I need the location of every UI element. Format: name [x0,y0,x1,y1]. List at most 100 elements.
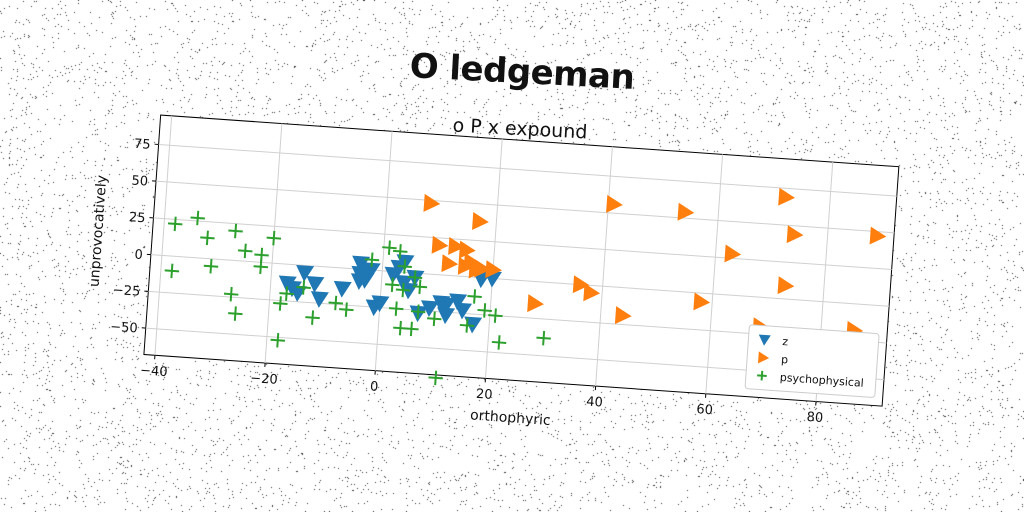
data-point-psychophysical [270,332,286,348]
plus-v [209,258,213,274]
data-point-p [724,244,742,263]
plus-v [398,244,402,259]
data-point-p [572,275,590,294]
plus-v [285,286,289,301]
plus-v [465,318,469,333]
legend-marker-p [757,351,770,364]
plus-v [259,259,263,274]
y-grid-line [155,180,895,234]
data-point-psychophysical [395,282,411,298]
data-point-z [437,307,456,325]
plus-v [416,304,420,319]
data-point-psychophysical [477,303,492,318]
plus-v [401,282,405,298]
data-point-p [614,306,632,325]
data-point-psychophysical [488,308,503,323]
plus-v [418,279,422,294]
x-tick-label: −40 [140,363,168,380]
legend-label: p [781,353,789,366]
data-point-p [448,236,465,255]
data-point-psychophysical [273,296,288,311]
plus-v [394,301,398,316]
data-point-psychophysical [392,244,408,259]
y-grid-line [158,143,897,197]
x-grid-line [484,138,503,379]
data-point-z [421,300,439,318]
plus-v [205,230,209,246]
x-grid-line [595,146,613,387]
legend-box [744,324,880,398]
data-points [164,187,887,386]
data-point-psychophysical [397,259,412,274]
data-point-z [306,275,325,293]
data-point-p [474,259,492,278]
data-point-z [437,296,456,314]
data-point-p [423,193,441,212]
y-tick-label: 50 [131,173,149,189]
plus-v [370,252,374,268]
x-tick-label: 20 [476,387,494,403]
data-point-psychophysical [385,277,400,293]
data-point-psychophysical [339,302,354,317]
plus-v [170,263,174,279]
x-tick-label: 0 [369,379,378,395]
legend-marker-psychophysical [757,370,767,381]
plus-v [493,308,497,323]
y-tick-label: 0 [134,248,143,264]
data-point-psychophysical [228,306,243,321]
data-point-psychophysical [364,252,380,268]
data-point-p [606,194,623,213]
data-point-psychophysical [228,223,243,239]
data-point-psychophysical [203,258,219,274]
data-point-psychophysical [382,240,397,255]
data-point-psychophysical [407,270,423,285]
data-point-psychophysical [253,259,269,274]
data-point-psychophysical [412,279,428,294]
data-point-p [693,292,711,311]
data-point-psychophysical [200,230,215,246]
plus-v [173,216,177,232]
plus-v [409,321,413,337]
legend-marker-z [758,334,771,346]
plus-v [413,270,417,285]
plus-v [311,310,315,325]
x-tick-label: 40 [586,394,604,410]
data-point-p [441,254,459,273]
data-point-p [431,235,449,254]
data-point-psychophysical [279,286,294,301]
data-point-p [458,240,476,259]
y-tick-label: 25 [128,210,146,226]
data-point-z [310,291,329,308]
data-point-z [362,262,381,280]
y-tick-label: 75 [133,137,151,153]
data-point-p [677,202,695,221]
data-point-psychophysical [427,311,442,326]
legend: zp psychophysical [744,324,880,398]
x-grid-line [374,131,393,371]
x-grid-line [154,115,173,356]
plus-v [434,370,438,386]
data-point-z [296,264,315,282]
y-grid-line [153,217,892,271]
data-point-p [786,225,804,244]
plus-v [302,280,306,295]
plus-v [760,370,764,381]
plus-v [398,320,402,336]
plus-v [229,286,233,302]
data-point-z [384,266,403,284]
data-point-psychophysical [328,295,343,311]
data-point-z [351,265,370,283]
data-point-psychophysical [467,289,482,304]
x-tick-label: 60 [696,402,714,418]
data-point-psychophysical [167,216,183,232]
data-point-p [527,294,544,313]
plot-area-group: −40 −20 0 20 40 60 80 −50 −25 0 25 50 75 orthophyric… [87,114,900,429]
data-point-psychophysical [428,370,443,386]
data-point-psychophysical [238,243,253,259]
axis-ticks: −40 −20 0 20 40 60 80 −50 −25 0 25 50 75 [110,137,824,426]
data-point-p [472,212,489,231]
data-point-psychophysical [266,230,282,246]
data-point-p [463,252,481,271]
plus-v [234,223,238,239]
